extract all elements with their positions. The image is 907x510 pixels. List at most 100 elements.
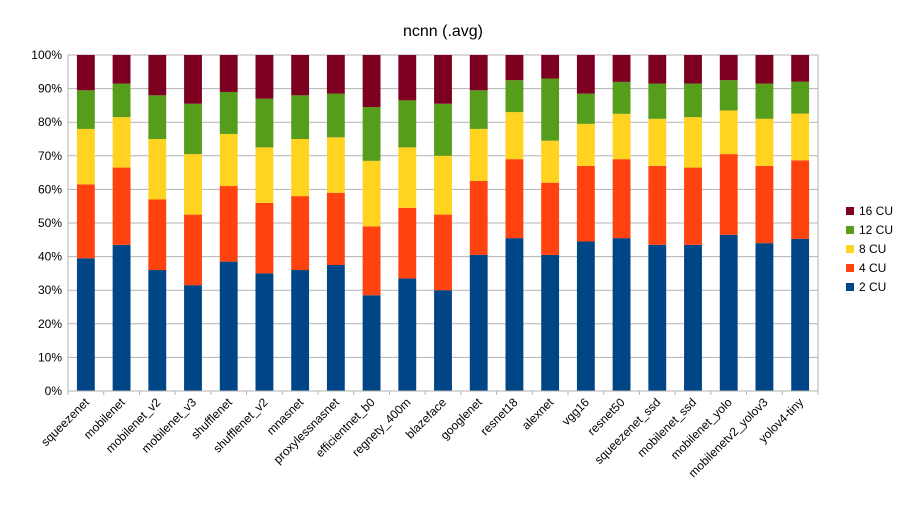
bar-segment: [755, 118, 774, 166]
bar-segment: [505, 238, 524, 391]
bar-segment: [291, 196, 310, 271]
bar-segment: [184, 55, 202, 104]
bar-segment: [398, 100, 417, 148]
bar-segment: [612, 113, 631, 160]
bar-segment: [398, 207, 417, 279]
bar-segment: [469, 254, 488, 391]
bar-segment: [326, 137, 345, 193]
bar-segment: [505, 55, 524, 81]
bar-segment: [326, 265, 345, 391]
bar-segment: [362, 295, 381, 391]
legend-label: 4 CU: [859, 261, 886, 275]
bar-segment: [148, 270, 167, 391]
bar-segment: [326, 93, 345, 138]
bar-segment: [148, 139, 167, 200]
x-tick-label: squeezenet: [38, 395, 92, 449]
legend-label: 16 CU: [859, 204, 893, 218]
bar-segment: [684, 117, 702, 168]
y-tick-label: 70%: [38, 149, 62, 163]
bar-segment: [255, 98, 274, 148]
bar-segment: [76, 258, 95, 391]
bar-segment: [148, 95, 167, 139]
bar-segment: [291, 270, 310, 391]
bar-segment: [648, 118, 667, 166]
bar-segment: [184, 103, 202, 155]
bar-segment: [684, 167, 702, 245]
bar-segment: [469, 181, 488, 255]
bar-segment: [648, 244, 667, 391]
bar-segment: [791, 160, 810, 239]
bar-segment: [219, 91, 238, 134]
bar-segment: [541, 182, 560, 255]
bar-segment: [112, 83, 131, 118]
bar-segment: [684, 244, 702, 391]
bar-segment: [541, 140, 560, 183]
bar-segment: [755, 165, 774, 244]
bar-segment: [469, 90, 488, 129]
bar-segment: [76, 184, 95, 259]
bar-segment: [255, 202, 274, 274]
bar-segment: [219, 186, 238, 262]
bar-segment: [434, 55, 452, 104]
bar-segment: [326, 55, 345, 94]
y-tick-label: 0%: [45, 384, 63, 398]
legend-swatch: [846, 245, 854, 253]
bar-segment: [684, 83, 702, 118]
bar-segment: [112, 167, 131, 245]
y-tick-label: 90%: [38, 82, 62, 96]
bar-segment: [291, 95, 310, 139]
bar-segment: [184, 214, 202, 286]
bar-segment: [791, 55, 810, 82]
bar-segment: [112, 117, 131, 168]
y-tick-label: 20%: [38, 317, 62, 331]
bar-segment: [719, 80, 738, 111]
bar-segment: [576, 93, 595, 124]
legend-label: 12 CU: [859, 223, 893, 237]
legend: 16 CU 12 CU 8 CU 4 CU 2 CU: [846, 204, 893, 294]
x-tick-label: resnet18: [478, 395, 521, 438]
legend-swatch: [846, 207, 854, 215]
y-tick-label: 50%: [38, 216, 62, 230]
bar-segment: [648, 165, 667, 245]
bar-segment: [398, 278, 417, 391]
bar-segment: [148, 199, 167, 271]
bar-segment: [434, 290, 452, 391]
bar-segment: [434, 155, 452, 215]
bar-segment: [541, 55, 560, 79]
bar-segment: [576, 123, 595, 166]
bar-segment: [755, 243, 774, 391]
bar-segment: [398, 55, 417, 101]
y-tick-label: 30%: [38, 283, 62, 297]
bar-segment: [184, 154, 202, 215]
bar-segment: [112, 244, 131, 391]
bar-segment: [469, 128, 488, 181]
chart-title: ncnn (.avg): [403, 23, 483, 40]
legend-swatch: [846, 226, 854, 234]
bar-segment: [576, 165, 595, 242]
bar-segment: [76, 90, 95, 129]
bar-segment: [76, 55, 95, 91]
x-tick-label: alexnet: [519, 395, 557, 433]
x-tick-label: mobilenet_yolo: [668, 395, 735, 462]
bar-segment: [612, 55, 631, 82]
y-tick-label: 80%: [38, 115, 62, 129]
bar-segment: [219, 133, 238, 187]
bar-segment: [434, 214, 452, 291]
bar-segment: [541, 78, 560, 141]
bar-segment: [505, 159, 524, 239]
bar-segment: [576, 55, 595, 94]
bar-segment: [541, 254, 560, 391]
bar-segment: [719, 110, 738, 155]
bar-segment: [648, 55, 667, 84]
x-tick-label: vgg16: [559, 395, 592, 428]
legend-label: 2 CU: [859, 280, 886, 294]
y-tick-label: 100%: [31, 48, 62, 62]
bar-segment: [505, 112, 524, 160]
bar-segment: [612, 81, 631, 114]
bar-segment: [362, 160, 381, 227]
bar-segment: [255, 55, 274, 99]
bar-segment: [362, 226, 381, 296]
legend-swatch: [846, 283, 854, 291]
y-tick-label: 40%: [38, 250, 62, 264]
bar-segment: [291, 139, 310, 197]
